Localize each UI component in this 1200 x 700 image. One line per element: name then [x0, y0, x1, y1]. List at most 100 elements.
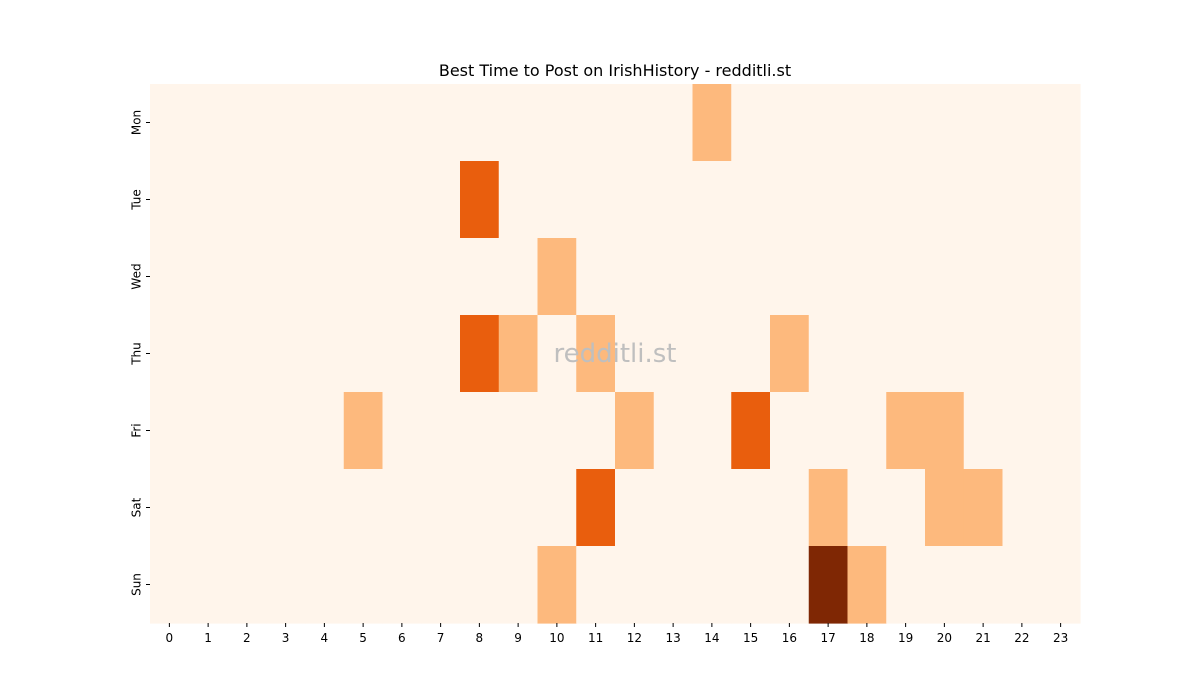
heatmap-cell-sun-3 — [266, 546, 306, 624]
heatmap-cell-thu-12 — [615, 315, 655, 393]
heatmap-cell-fri-14 — [692, 392, 732, 470]
heatmap-cell-sat-8 — [460, 469, 500, 547]
heatmap-cell-sun-12 — [615, 546, 655, 624]
heatmap-cell-tue-16 — [770, 161, 810, 239]
heatmap-cell-wed-0 — [150, 238, 190, 316]
heatmap-cell-wed-19 — [886, 238, 926, 316]
heatmap-cell-fri-9 — [498, 392, 539, 470]
heatmap-cell-sun-18 — [847, 546, 887, 624]
heatmap-cell-tue-14 — [692, 161, 732, 239]
heatmap-cell-thu-19 — [886, 315, 926, 393]
heatmap-cell-wed-3 — [266, 238, 306, 316]
heatmap-cell-tue-17 — [808, 161, 849, 239]
heatmap-cell-wed-15 — [731, 238, 771, 316]
heatmap-cell-sun-19 — [886, 546, 926, 624]
heatmap-cell-wed-4 — [305, 238, 345, 316]
heatmap-cell-sun-4 — [305, 546, 345, 624]
y-axis: Mon Tue Wed Thu Fri Sat Sun — [130, 110, 150, 596]
heatmap-cell-sun-8 — [460, 546, 500, 624]
heatmap-cell-tue-11 — [576, 161, 616, 239]
heatmap-cell-wed-18 — [847, 238, 887, 316]
heatmap-cell-sun-5 — [343, 546, 384, 624]
y-tick-label: Sat — [130, 497, 144, 517]
heatmap-cell-mon-2 — [227, 84, 267, 162]
heatmap-cell-sat-17 — [808, 469, 849, 547]
x-tick-label: 9 — [514, 631, 522, 645]
heatmap-cell-tue-20 — [925, 161, 965, 239]
heatmap-cell-mon-8 — [460, 84, 500, 162]
heatmap-cell-fri-4 — [305, 392, 345, 470]
heatmap-cell-mon-3 — [266, 84, 306, 162]
heatmap-cell-wed-22 — [1002, 238, 1042, 316]
x-tick-label: 12 — [627, 631, 642, 645]
heatmap-cell-wed-6 — [382, 238, 422, 316]
heatmap-cell-tue-6 — [382, 161, 422, 239]
heatmap-cell-sat-0 — [150, 469, 190, 547]
heatmap-cell-fri-16 — [770, 392, 810, 470]
heatmap-cell-fri-18 — [847, 392, 887, 470]
heatmap-cell-fri-15 — [731, 392, 771, 470]
heatmap-cell-sun-0 — [150, 546, 190, 624]
heatmap-cell-sun-16 — [770, 546, 810, 624]
heatmap-cell-mon-12 — [615, 84, 655, 162]
heatmap-cell-sat-18 — [847, 469, 887, 547]
heatmap-cell-thu-3 — [266, 315, 306, 393]
heatmap-cell-thu-14 — [692, 315, 732, 393]
heatmap-cell-fri-13 — [653, 392, 694, 470]
heatmap-cell-tue-21 — [963, 161, 1004, 239]
heatmap-cell-tue-22 — [1002, 161, 1042, 239]
heatmap-cell-mon-9 — [498, 84, 539, 162]
heatmap-cell-tue-13 — [653, 161, 694, 239]
heatmap-cell-wed-2 — [227, 238, 267, 316]
x-tick-label: 8 — [476, 631, 484, 645]
heatmap-cell-wed-16 — [770, 238, 810, 316]
heatmap-cell-sat-9 — [498, 469, 539, 547]
heatmap-cell-wed-7 — [421, 238, 461, 316]
heatmap-cell-tue-7 — [421, 161, 461, 239]
heatmap-cell-tue-0 — [150, 161, 190, 239]
heatmap-cell-sun-2 — [227, 546, 267, 624]
heatmap-cell-mon-6 — [382, 84, 422, 162]
heatmap-cell-sat-4 — [305, 469, 345, 547]
heatmap-cell-sat-21 — [963, 469, 1004, 547]
heatmap-cell-fri-20 — [925, 392, 965, 470]
heatmap-cell-mon-14 — [692, 84, 732, 162]
heatmap-cell-fri-17 — [808, 392, 849, 470]
y-tick-label: Thu — [130, 342, 144, 366]
heatmap-cell-tue-5 — [343, 161, 384, 239]
heatmap-cell-thu-8 — [460, 315, 500, 393]
heatmap-cell-sat-12 — [615, 469, 655, 547]
x-tick-label: 3 — [282, 631, 290, 645]
heatmap-cell-thu-13 — [653, 315, 694, 393]
heatmap-cell-mon-13 — [653, 84, 694, 162]
heatmap-cell-sun-17 — [808, 546, 849, 624]
heatmap-cell-sun-10 — [537, 546, 577, 624]
heatmap-cell-mon-19 — [886, 84, 926, 162]
x-tick-label: 1 — [204, 631, 212, 645]
heatmap-cell-sat-1 — [188, 469, 229, 547]
heatmap-cell-mon-18 — [847, 84, 887, 162]
heatmap-cell-fri-5 — [343, 392, 384, 470]
heatmap-cell-sat-3 — [266, 469, 306, 547]
heatmap-cell-sat-10 — [537, 469, 577, 547]
heatmap-cell-wed-5 — [343, 238, 384, 316]
heatmap-cell-fri-2 — [227, 392, 267, 470]
heatmap-cell-sun-23 — [1041, 546, 1081, 624]
heatmap-cell-tue-1 — [188, 161, 229, 239]
x-tick-label: 16 — [782, 631, 797, 645]
heatmap-cell-mon-16 — [770, 84, 810, 162]
heatmap-cell-sat-6 — [382, 469, 422, 547]
heatmap-cell-sat-22 — [1002, 469, 1042, 547]
heatmap-cell-sat-15 — [731, 469, 771, 547]
heatmap-cell-sat-5 — [343, 469, 384, 547]
heatmap-cell-tue-10 — [537, 161, 577, 239]
heatmap-cell-mon-1 — [188, 84, 229, 162]
heatmap-cell-wed-14 — [692, 238, 732, 316]
heatmap-cell-mon-5 — [343, 84, 384, 162]
heatmap-cell-fri-11 — [576, 392, 616, 470]
heatmap-cell-sat-2 — [227, 469, 267, 547]
heatmap-cell-fri-7 — [421, 392, 461, 470]
heatmap-cell-fri-0 — [150, 392, 190, 470]
heatmap-cell-sat-13 — [653, 469, 694, 547]
